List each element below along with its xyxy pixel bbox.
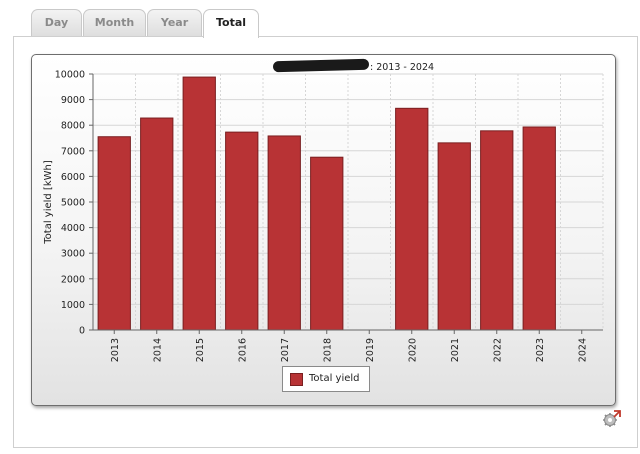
bar-2015[interactable] — [182, 76, 216, 331]
legend-label: Total yield — [309, 373, 360, 384]
legend-swatch — [290, 373, 303, 386]
y-tick-label: 8000 — [61, 121, 85, 132]
tab-year[interactable]: Year — [147, 9, 202, 36]
bar-2022[interactable] — [480, 130, 514, 331]
x-tick-label: 2016 — [237, 338, 248, 362]
bar-2013[interactable] — [97, 136, 131, 331]
bar-2016[interactable] — [225, 131, 259, 331]
x-tick-label: 2019 — [365, 338, 376, 362]
tab-total[interactable]: Total — [203, 9, 259, 38]
y-tick-label: 9000 — [61, 95, 85, 106]
chart-title: : 2013 - 2024 — [370, 62, 434, 73]
bars — [97, 76, 556, 331]
bar-2017[interactable] — [267, 135, 301, 331]
x-tick-label: 2022 — [492, 338, 503, 362]
y-tick-label: 1000 — [61, 300, 85, 311]
grid-lines — [92, 73, 604, 331]
x-tick-label: 2021 — [450, 338, 461, 362]
axes: 0 1000 2000 3000 4000 5000 6000 7000 8000 9000 100… — [55, 70, 603, 362]
y-tick-label: 4000 — [61, 223, 85, 234]
y-tick-label: 3000 — [61, 249, 85, 260]
x-tick-label: 2015 — [195, 338, 206, 362]
x-tick-label: 2018 — [322, 338, 333, 362]
bar-2023[interactable] — [522, 126, 556, 331]
x-tick-label: 2024 — [577, 338, 588, 362]
x-tick-label: 2013 — [110, 338, 121, 362]
y-tick-label: 2000 — [61, 274, 85, 285]
chart-legend: Total yield — [282, 366, 370, 392]
x-tick-label: 2017 — [280, 338, 291, 362]
tab-month[interactable]: Month — [83, 9, 146, 36]
y-tick-label: 10000 — [55, 70, 85, 81]
y-tick-label: 7000 — [61, 146, 85, 157]
export-gear-icon[interactable] — [601, 410, 621, 428]
x-tick-label: 2023 — [535, 338, 546, 362]
bar-2014[interactable] — [140, 117, 174, 331]
y-axis-label: Total yield [kWh] — [43, 160, 54, 245]
tab-day[interactable]: Day — [31, 9, 82, 36]
y-tick-label: 5000 — [61, 198, 85, 209]
y-tick-label: 0 — [79, 326, 85, 337]
bar-2021[interactable] — [437, 142, 471, 331]
bar-2018[interactable] — [310, 156, 344, 331]
y-tick-label: 6000 — [61, 172, 85, 183]
x-tick-label: 2020 — [407, 338, 418, 362]
bar-2020[interactable] — [395, 107, 429, 331]
x-tick-label: 2014 — [152, 338, 163, 362]
